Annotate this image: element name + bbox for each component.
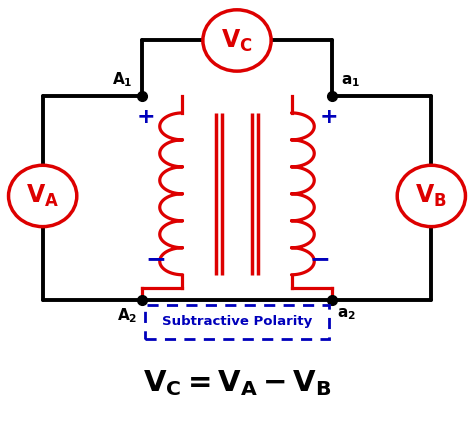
Circle shape bbox=[9, 165, 77, 227]
Text: $\mathbf{-}$: $\mathbf{-}$ bbox=[309, 246, 329, 270]
Text: $\mathbf{V_C}$: $\mathbf{V_C}$ bbox=[221, 27, 253, 54]
Text: $\mathbf{A_2}$: $\mathbf{A_2}$ bbox=[117, 307, 137, 325]
Text: $\mathbf{-}$: $\mathbf{-}$ bbox=[145, 246, 165, 270]
Text: $\mathbf{V_A}$: $\mathbf{V_A}$ bbox=[26, 183, 59, 209]
Text: $\mathbf{A_1}$: $\mathbf{A_1}$ bbox=[112, 71, 133, 89]
Text: $\mathbf{V_C = V_A - V_B}$: $\mathbf{V_C = V_A - V_B}$ bbox=[143, 368, 331, 398]
Text: $\mathbf{a_2}$: $\mathbf{a_2}$ bbox=[337, 307, 356, 322]
Text: Subtractive Polarity: Subtractive Polarity bbox=[162, 315, 312, 328]
Text: $\mathbf{+}$: $\mathbf{+}$ bbox=[319, 107, 337, 127]
Text: $\mathbf{a_1}$: $\mathbf{a_1}$ bbox=[341, 74, 360, 89]
Circle shape bbox=[203, 10, 271, 71]
Circle shape bbox=[397, 165, 465, 227]
Text: $\mathbf{V_B}$: $\mathbf{V_B}$ bbox=[415, 183, 447, 209]
Text: $\mathbf{+}$: $\mathbf{+}$ bbox=[137, 107, 155, 127]
